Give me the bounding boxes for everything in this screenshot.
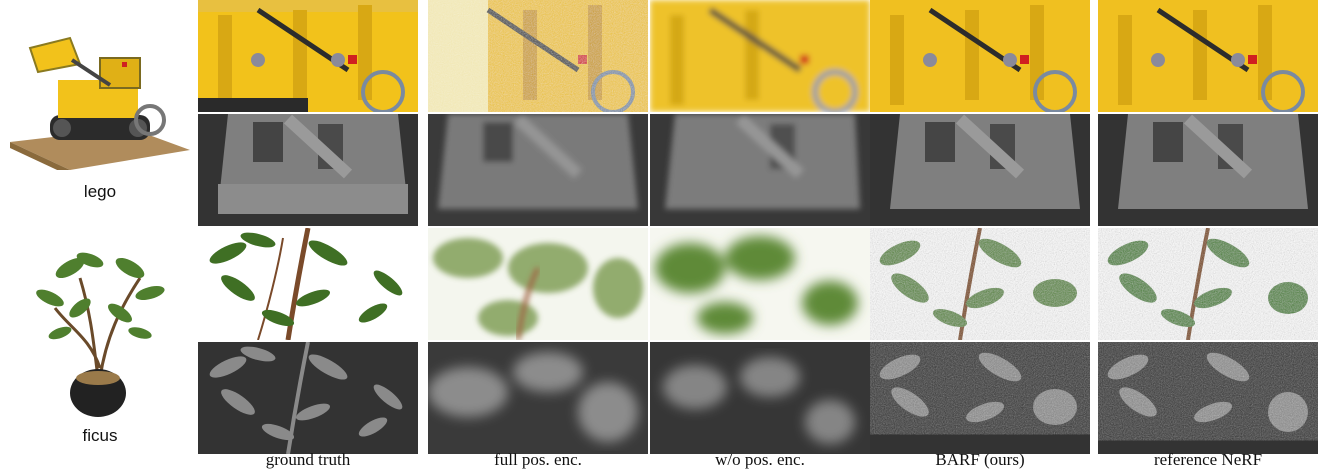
ficus-rgb-reference-nerf [1098, 228, 1318, 340]
ficus-rgb-full-pos-enc [428, 228, 648, 340]
caption-reference-nerf: reference NeRF [1153, 450, 1263, 469]
lego-depth-full-pos-enc [428, 114, 648, 226]
caption-wo-pos-enc: w/o pos. enc. [715, 450, 805, 469]
ficus-plant-image [36, 252, 165, 417]
caption-ground-truth: ground truth [265, 450, 351, 469]
ficus-rgb-wo-pos-enc [650, 228, 870, 340]
ficus-rgb-ground-truth [198, 228, 418, 340]
scene-label-ficus: ficus [82, 426, 118, 445]
scene-label-lego: lego [83, 182, 117, 201]
lego-rgb-full-pos-enc [428, 0, 648, 112]
ficus-depth-reference-nerf [1098, 342, 1318, 454]
ficus-thumbnail [10, 238, 190, 420]
caption-barf: BARF (ours) [935, 450, 1025, 469]
ficus-depth-ground-truth [198, 342, 418, 454]
ficus-depth-full-pos-enc [428, 342, 648, 454]
ficus-rgb-barf [870, 228, 1090, 340]
ficus-depth-wo-pos-enc [650, 342, 870, 454]
lego-rgb-barf [870, 0, 1090, 112]
lego-bulldozer-image [10, 36, 190, 170]
lego-depth-wo-pos-enc [650, 114, 870, 226]
lego-rgb-ground-truth [198, 0, 418, 112]
lego-depth-reference-nerf [1098, 114, 1318, 226]
caption-full-pos-enc: full pos. enc. [494, 450, 582, 469]
lego-rgb-reference-nerf [1098, 0, 1318, 112]
lego-thumbnail [10, 30, 190, 170]
lego-depth-ground-truth [198, 114, 418, 226]
lego-depth-barf [870, 114, 1090, 226]
ficus-depth-barf [870, 342, 1090, 454]
lego-rgb-wo-pos-enc [650, 0, 870, 112]
